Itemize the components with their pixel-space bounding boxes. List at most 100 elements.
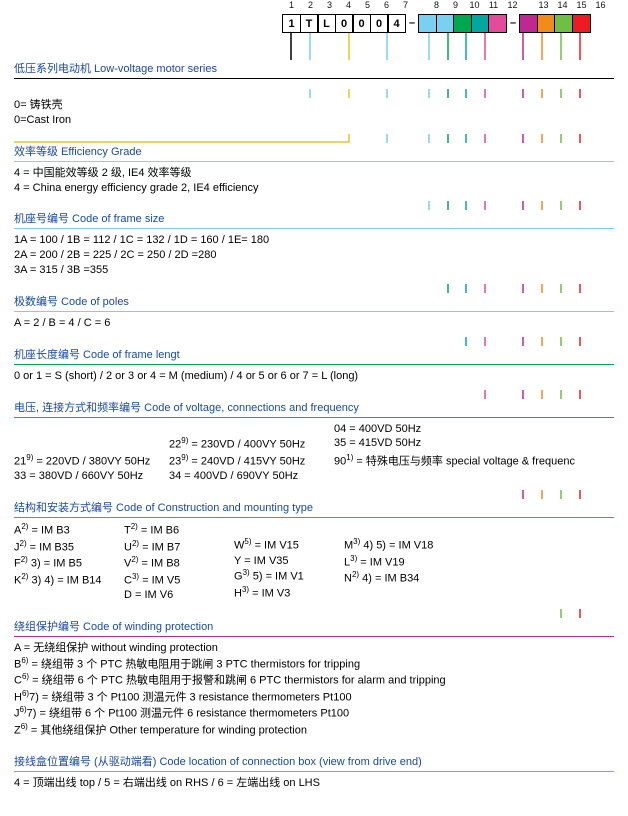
- mount-item: C3) = IM V5: [124, 572, 234, 589]
- mount-item: [234, 522, 344, 537]
- voltage-cell: [14, 436, 169, 453]
- section-line: J6)7) = 绕组带 6 个 Pt100 测温元件 6 resistance …: [14, 705, 614, 722]
- mount-item: H3) = IM V3: [234, 585, 344, 602]
- voltage-cell: 35 = 415VD 50Hz: [334, 436, 421, 453]
- code-cell: L: [317, 14, 336, 33]
- pos-num: 7: [396, 0, 415, 10]
- mount-item: A2) = IM B3: [14, 522, 124, 539]
- code-cell: 0: [352, 14, 371, 33]
- pos-num: 6: [377, 0, 396, 10]
- mount-item: D = IM V6: [124, 588, 234, 603]
- section: 低压系列电动机 Low-voltage motor series: [14, 60, 614, 89]
- section: 机座号编号 Code of frame size 1A = 100 / 1B = …: [14, 210, 614, 284]
- mount-item: K2) 3) 4) = IM B14: [14, 572, 124, 589]
- code-cell-color: [554, 14, 573, 33]
- section-line: 0 or 1 = S (short) / 2 or 3 or 4 = M (me…: [14, 369, 614, 384]
- section-title: 效率等级 Efficiency Grade: [14, 143, 614, 162]
- code-cell-color: [488, 14, 507, 33]
- section-title: 机座长度编号 Code of frame lengt: [14, 346, 614, 365]
- mount-item: L3) = IM V19: [344, 554, 454, 571]
- section-title: 电压, 连接方式和频率编号 Code of voltage, connectio…: [14, 399, 614, 418]
- code-cell: 1: [282, 14, 301, 33]
- voltage-cell: 219) = 220VD / 380VY 50Hz: [14, 453, 169, 470]
- section-line: 2A = 200 / 2B = 225 / 2C = 250 / 2D =280: [14, 248, 614, 263]
- section: 接线盒位置编号 (从驱动端看) Code location of connect…: [14, 753, 614, 797]
- voltage-cell: 901) = 特殊电压与频率 special voltage & frequen…: [334, 453, 575, 470]
- mount-item: U2) = IM B7: [124, 539, 234, 556]
- code-cells: 1TL0004 – –: [282, 14, 591, 33]
- pos-num: 9: [446, 0, 465, 10]
- mount-item: G3) 5) = IM V1: [234, 568, 344, 585]
- voltage-cell: 34 = 400VD / 690VY 50Hz: [169, 469, 334, 484]
- dash: –: [406, 14, 418, 33]
- code-cell-color: [537, 14, 556, 33]
- code-cell-color: [418, 14, 437, 33]
- section-title: 绕组保护编号 Code of winding protection: [14, 618, 614, 637]
- voltage-cell: 04 = 400VD 50Hz: [334, 422, 421, 437]
- mount-item: M3) 4) 5) = IM V18: [344, 537, 454, 554]
- pos-num: 2: [301, 0, 320, 10]
- section: 效率等级 Efficiency Grade 4 = 中国能效等级 2 级, IE4…: [14, 143, 614, 202]
- mount-item: J2) = IM B35: [14, 539, 124, 556]
- section-title: 接线盒位置编号 (从驱动端看) Code location of connect…: [14, 753, 614, 772]
- section-line: C6) = 绕组带 6 个 PTC 热敏电阻用于报警和跳闸 6 PTC ther…: [14, 672, 614, 689]
- code-cell-color: [453, 14, 472, 33]
- voltage-cell: 239) = 240VD / 415VY 50Hz: [169, 453, 334, 470]
- dash: –: [507, 14, 519, 33]
- section-line: A = 无绕组保护 without winding protection: [14, 641, 614, 656]
- pos-num: 11: [484, 0, 503, 10]
- section: 0= 铸铁壳0=Cast Iron: [14, 98, 614, 134]
- voltage-cell: [169, 422, 334, 437]
- section: 绕组保护编号 Code of winding protection A = 无绕组…: [14, 618, 614, 744]
- code-cell-color: [471, 14, 490, 33]
- code-cell-color: [436, 14, 455, 33]
- mount-item: W5) = IM V15: [234, 537, 344, 554]
- section-line: A = 2 / B = 4 / C = 6: [14, 316, 614, 331]
- mount-item: V2) = IM B8: [124, 555, 234, 572]
- pos-num: 13: [534, 0, 553, 10]
- section-line: 4 = China energy efficiency grade 2, IE4…: [14, 181, 614, 196]
- pos-num: 15: [572, 0, 591, 10]
- mount-item: [344, 522, 454, 537]
- pos-num: 10: [465, 0, 484, 10]
- pos-num: 8: [427, 0, 446, 10]
- mount-item: Y = IM V35: [234, 554, 344, 569]
- voltage-cell: 229) = 230VD / 400VY 50Hz: [169, 436, 334, 453]
- section-line: 0= 铸铁壳: [14, 98, 614, 113]
- section-line: 4 = 顶端出线 top / 5 = 右端出线 on RHS / 6 = 左端出…: [14, 776, 614, 791]
- position-numbers: 1 2 3 4 5 6 7 8 9 10 11 12 13 14 15 16: [282, 0, 610, 10]
- code-cell: 0: [370, 14, 389, 33]
- section-title: 机座号编号 Code of frame size: [14, 210, 614, 229]
- pos-num: 12: [503, 0, 522, 10]
- section-title: 极数编号 Code of poles: [14, 293, 614, 312]
- pos-num: 3: [320, 0, 339, 10]
- pos-num: 14: [553, 0, 572, 10]
- section-line: 4 = 中国能效等级 2 级, IE4 效率等级: [14, 166, 614, 181]
- pos-num: 1: [282, 0, 301, 10]
- mount-item: [344, 587, 454, 602]
- section-line: 3A = 315 / 3B =355: [14, 263, 614, 278]
- section: 机座长度编号 Code of frame lengt 0 or 1 = S (sh…: [14, 346, 614, 390]
- code-cell: 4: [387, 14, 406, 33]
- voltage-cell: [14, 422, 169, 437]
- mount-item: T2) = IM B6: [124, 522, 234, 539]
- pos-num: 16: [591, 0, 610, 10]
- mount-item: N2) 4) = IM B34: [344, 570, 454, 587]
- code-cell: 0: [335, 14, 354, 33]
- section-title: 低压系列电动机 Low-voltage motor series: [14, 60, 614, 79]
- section-title: 结构和安装方式编号 Code of Construction and mount…: [14, 499, 614, 518]
- code-cell-color: [572, 14, 591, 33]
- section-line: Z6) = 其他绕组保护 Other temperature for windi…: [14, 722, 614, 739]
- section: 极数编号 Code of poles A = 2 / B = 4 / C = 6: [14, 293, 614, 337]
- section: 电压, 连接方式和频率编号 Code of voltage, connectio…: [14, 399, 614, 491]
- section-line: B6) = 绕组带 3 个 PTC 热敏电阻用于跳闸 3 PTC thermis…: [14, 656, 614, 673]
- section-line: H6)7) = 绕组带 3 个 Pt100 测温元件 3 resistance …: [14, 689, 614, 706]
- section: 结构和安装方式编号 Code of Construction and mount…: [14, 499, 614, 609]
- pos-num: 5: [358, 0, 377, 10]
- section-line: 1A = 100 / 1B = 112 / 1C = 132 / 1D = 16…: [14, 233, 614, 248]
- code-cell: T: [300, 14, 319, 33]
- code-cell-color: [519, 14, 538, 33]
- section-line: 0=Cast Iron: [14, 113, 614, 128]
- voltage-cell: 33 = 380VD / 660VY 50Hz: [14, 469, 169, 484]
- mount-item: F2) 3) = IM B5: [14, 555, 124, 572]
